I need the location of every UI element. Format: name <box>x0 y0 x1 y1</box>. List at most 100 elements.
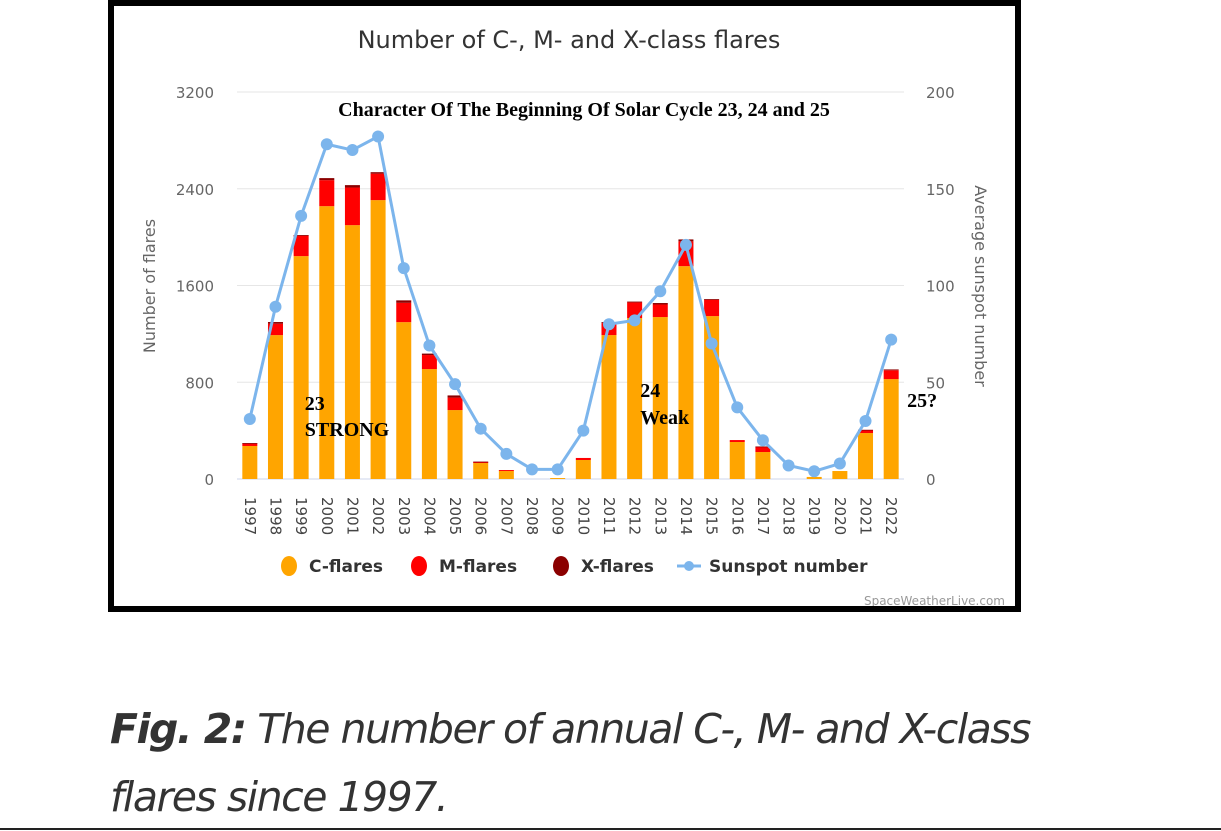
bar-m-flares2021 <box>858 430 874 434</box>
y-tick-label: 0 <box>204 471 214 489</box>
y2-tick-label: 100 <box>926 278 955 296</box>
x-tick-label: 2012 <box>626 497 644 535</box>
bar-m-flares2010 <box>575 457 591 461</box>
sunspot-point-2005 <box>449 378 462 391</box>
x-tick-label: 2002 <box>369 497 387 535</box>
x-tick-label: 2005 <box>446 497 464 535</box>
sunspot-point-2018 <box>782 459 795 472</box>
bar-c-flares1998 <box>267 335 283 479</box>
x-tick-label: 1997 <box>241 497 259 535</box>
annotation-24: 24 <box>640 380 660 402</box>
x-tick-label: 2013 <box>651 497 669 535</box>
chart-frame: Number of C-, M- and X-class flares 0 800… <box>108 0 1021 612</box>
x-tick-label: 2016 <box>728 497 746 535</box>
legend-marker-icon <box>411 556 427 576</box>
bar-c-flares2014 <box>678 266 694 479</box>
x-tick-label: 2020 <box>831 497 849 535</box>
sunspot-point-2004 <box>423 339 436 352</box>
legend-item-sunspot-number[interactable]: Sunspot number <box>677 557 868 577</box>
y-tick-label: 1600 <box>176 278 214 296</box>
bottom-divider <box>0 828 1221 830</box>
bar-x-flares2017 <box>755 446 771 448</box>
bar-x-flares1997 <box>242 443 258 444</box>
y2-tick-label: 0 <box>926 471 936 489</box>
legend-marker-icon <box>684 561 694 571</box>
legend-item-c-flares[interactable]: C-flares <box>281 556 383 577</box>
x-tick-label: 2004 <box>420 497 438 535</box>
legend-label: M-flares <box>439 557 517 577</box>
bar-c-flares2005 <box>447 410 463 479</box>
bar-x-flares2001 <box>344 185 360 188</box>
y-axis-label: Number of flares <box>140 219 159 353</box>
sunspot-point-2010 <box>577 424 590 437</box>
bar-x-flares2022 <box>883 369 899 371</box>
annotations: 23 STRONG 24 Weak 25? <box>305 380 937 441</box>
bar-m-flares2016 <box>729 440 745 442</box>
bar-c-flares2004 <box>421 369 437 479</box>
x-tick-label: 2007 <box>497 497 515 535</box>
caption-label: Fig. 2: <box>110 705 247 753</box>
bar-x-flares1998 <box>267 322 283 324</box>
bar-m-flares2001 <box>344 187 360 226</box>
legend-label: Sunspot number <box>709 557 868 577</box>
bar-x-flares2000 <box>319 178 335 181</box>
x-tick-label: 2010 <box>574 497 592 535</box>
bar-x-flares2015 <box>704 299 720 300</box>
chart-title: Number of C-, M- and X-class flares <box>358 26 781 54</box>
y2-tick-label: 150 <box>926 181 955 199</box>
sunspot-point-1999 <box>295 209 308 222</box>
sunspot-point-2019 <box>808 465 821 478</box>
bar-c-flares2007 <box>498 471 514 479</box>
bar-c-flares2000 <box>319 206 335 480</box>
sunspot-point-2001 <box>346 144 359 157</box>
bar-c-flares2013 <box>652 317 668 479</box>
y2-tick-label: 200 <box>926 84 955 102</box>
bar-c-flares2017 <box>755 452 771 479</box>
bar-m-flares2007 <box>498 470 514 472</box>
bar-c-flares2016 <box>729 441 745 479</box>
caption-text-line1: The number of annual C-, M- and X-class <box>245 705 1031 753</box>
sunspot-point-2017 <box>756 434 769 447</box>
sunspot-point-2007 <box>500 447 513 460</box>
bar-x-flares2012 <box>627 301 643 303</box>
legend-label: C-flares <box>309 557 383 577</box>
y2-axis-label: Average sunspot number <box>971 185 990 387</box>
bar-m-flares2017 <box>755 446 771 453</box>
annotation-23: 23 <box>305 393 325 415</box>
x-tick-label: 2017 <box>754 497 772 535</box>
bar-c-flares2012 <box>627 318 643 479</box>
x-tick-label: 2008 <box>523 497 541 535</box>
sunspot-point-2008 <box>526 463 539 476</box>
legend-item-x-flares[interactable]: X-flares <box>553 556 654 577</box>
x-tick-label: 2015 <box>703 497 721 535</box>
bar-c-flares2020 <box>832 471 848 479</box>
bar-c-flares2021 <box>858 433 874 479</box>
bar-x-flares2005 <box>447 395 463 398</box>
sunspot-point-2015 <box>705 337 718 350</box>
bar-c-flares2010 <box>575 460 591 479</box>
legend-item-m-flares[interactable]: M-flares <box>411 556 517 577</box>
bars <box>242 172 899 480</box>
bar-m-flares1998 <box>267 323 283 336</box>
bar-m-flares1997 <box>242 443 258 446</box>
x-tick-label: 2019 <box>805 497 823 535</box>
y-tick-label: 800 <box>185 374 214 392</box>
x-tick-label: 2006 <box>472 497 490 535</box>
figure-caption: Fig. 2: The number of annual C-, M- and … <box>110 695 1110 831</box>
x-tick-label: 2018 <box>780 497 798 535</box>
bar-x-flares2021 <box>858 429 874 431</box>
bar-m-flares1999 <box>293 235 309 257</box>
axes: 0 800 1600 2400 3200 0 50 100 150 200 1997 1998 1999… <box>176 84 955 535</box>
sunspot-point-2011 <box>602 318 615 331</box>
x-tick-label: 2009 <box>549 497 567 535</box>
sunspot-point-2013 <box>654 285 667 298</box>
bar-x-flares2003 <box>396 300 412 303</box>
legend-marker-icon <box>553 556 569 576</box>
sunspot-point-2020 <box>833 457 846 470</box>
bar-m-flares2002 <box>370 173 386 201</box>
bar-c-flares2003 <box>396 322 412 479</box>
credit-text[interactable]: SpaceWeatherLive.com <box>864 594 1005 606</box>
x-tick-label: 1999 <box>292 497 310 535</box>
chart-subtitle: Character Of The Beginning Of Solar Cycl… <box>338 99 830 121</box>
x-tick-label: 2011 <box>600 497 618 535</box>
